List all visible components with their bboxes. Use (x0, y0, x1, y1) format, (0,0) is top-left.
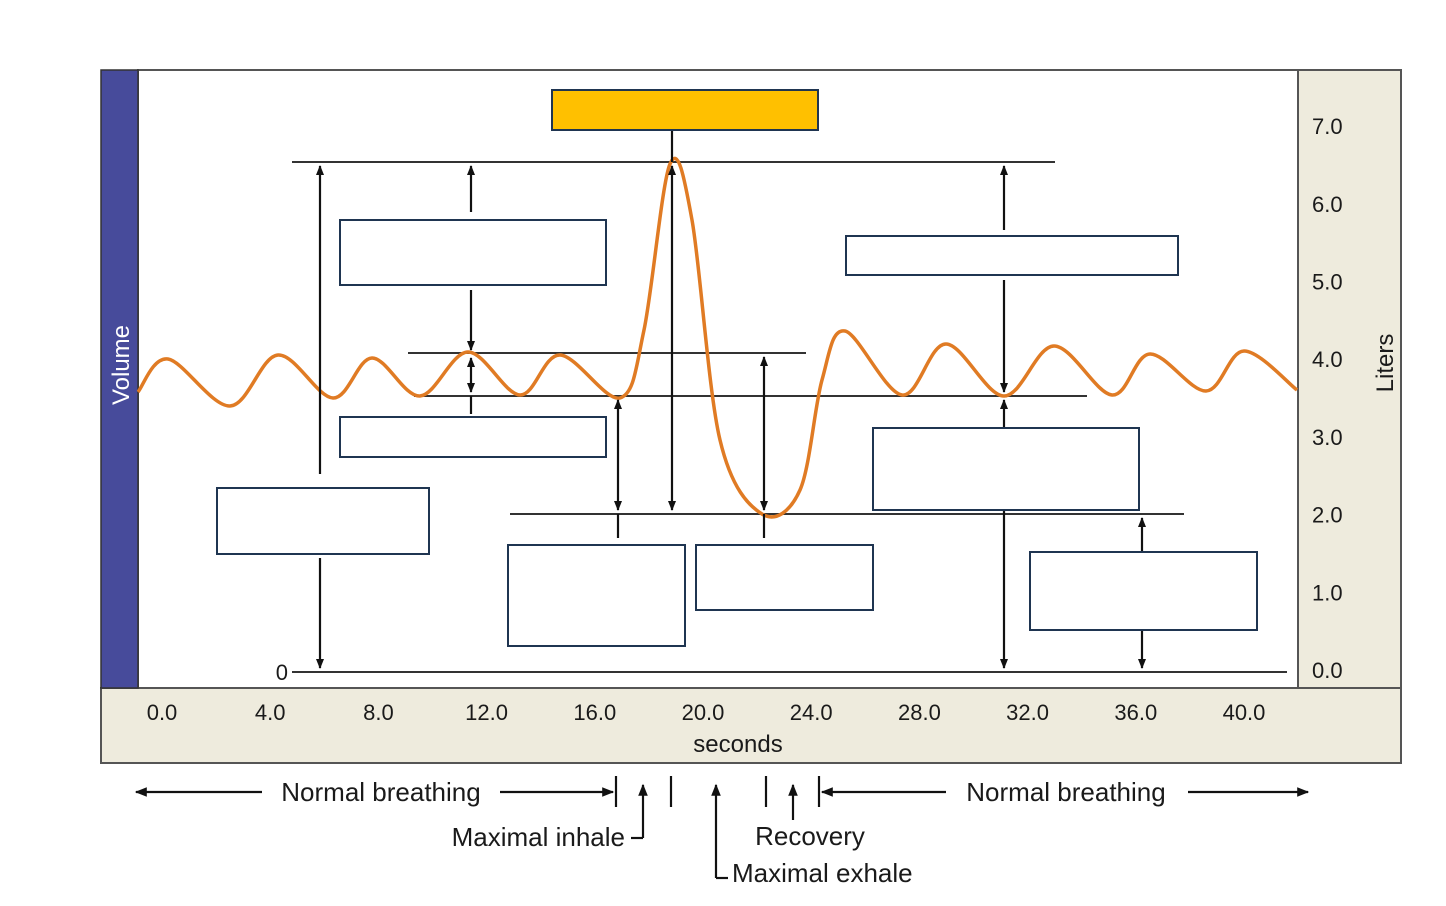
x-tick-label: 36.0 (1114, 700, 1157, 725)
label-box-recovery[interactable] (695, 544, 874, 611)
y-tick-label: 5.0 (1312, 270, 1343, 295)
normal-breathing-right-label: Normal breathing (966, 777, 1165, 807)
label-box-inspiratory-reserve[interactable] (339, 219, 607, 286)
x-tick-label: 24.0 (790, 700, 833, 725)
label-box-tidal-volume[interactable] (339, 416, 607, 458)
phase-annotations (134, 776, 1310, 880)
measurement-arrows (316, 130, 1146, 669)
label-box-expiratory-reserve[interactable] (507, 544, 686, 647)
label-box-residual-volume[interactable] (1029, 551, 1258, 631)
label-box-functional-residual[interactable] (872, 427, 1140, 511)
zero-label: 0 (276, 660, 288, 685)
y-tick-label: 3.0 (1312, 425, 1343, 450)
x-tick-label: 16.0 (573, 700, 616, 725)
y-tick-label: 0.0 (1312, 658, 1343, 683)
x-tick-labels: 0.0 4.0 8.0 12.0 16.0 20.0 24.0 28.0 32.0 36.0 40.… (147, 700, 1266, 725)
bottom-axis-panel (100, 687, 1402, 764)
liters-label: Liters (1372, 334, 1399, 393)
x-tick-label: 0.0 (147, 700, 178, 725)
y-tick-labels: 0.0 1.0 2.0 3.0 4.0 5.0 6.0 7.0 (1312, 114, 1343, 683)
maximal-inhale-label: Maximal inhale (452, 822, 625, 852)
x-tick-label: 12.0 (465, 700, 508, 725)
recovery-label: Recovery (755, 821, 865, 851)
x-tick-label: 20.0 (682, 700, 725, 725)
right-axis-panel (1297, 69, 1402, 689)
volume-label: Volume (108, 325, 135, 405)
y-tick-label: 7.0 (1312, 114, 1343, 139)
y-tick-label: 2.0 (1312, 503, 1343, 528)
y-tick-label: 4.0 (1312, 347, 1343, 372)
x-tick-label: 28.0 (898, 700, 941, 725)
label-box-total-capacity[interactable] (216, 487, 430, 555)
highlight-label-box[interactable] (551, 89, 819, 131)
volume-bar (100, 69, 139, 689)
x-tick-label: 4.0 (255, 700, 286, 725)
breathing-curve (136, 156, 1299, 519)
x-tick-label: 8.0 (363, 700, 394, 725)
maximal-exhale-label: Maximal exhale (732, 858, 913, 888)
y-tick-label: 6.0 (1312, 192, 1343, 217)
y-tick-label: 1.0 (1312, 580, 1343, 605)
x-tick-label: 40.0 (1223, 700, 1266, 725)
label-box-inspiratory-capacity[interactable] (845, 235, 1179, 276)
x-axis-title: seconds (693, 731, 782, 758)
normal-breathing-left-label: Normal breathing (281, 777, 480, 807)
x-tick-label: 32.0 (1006, 700, 1049, 725)
